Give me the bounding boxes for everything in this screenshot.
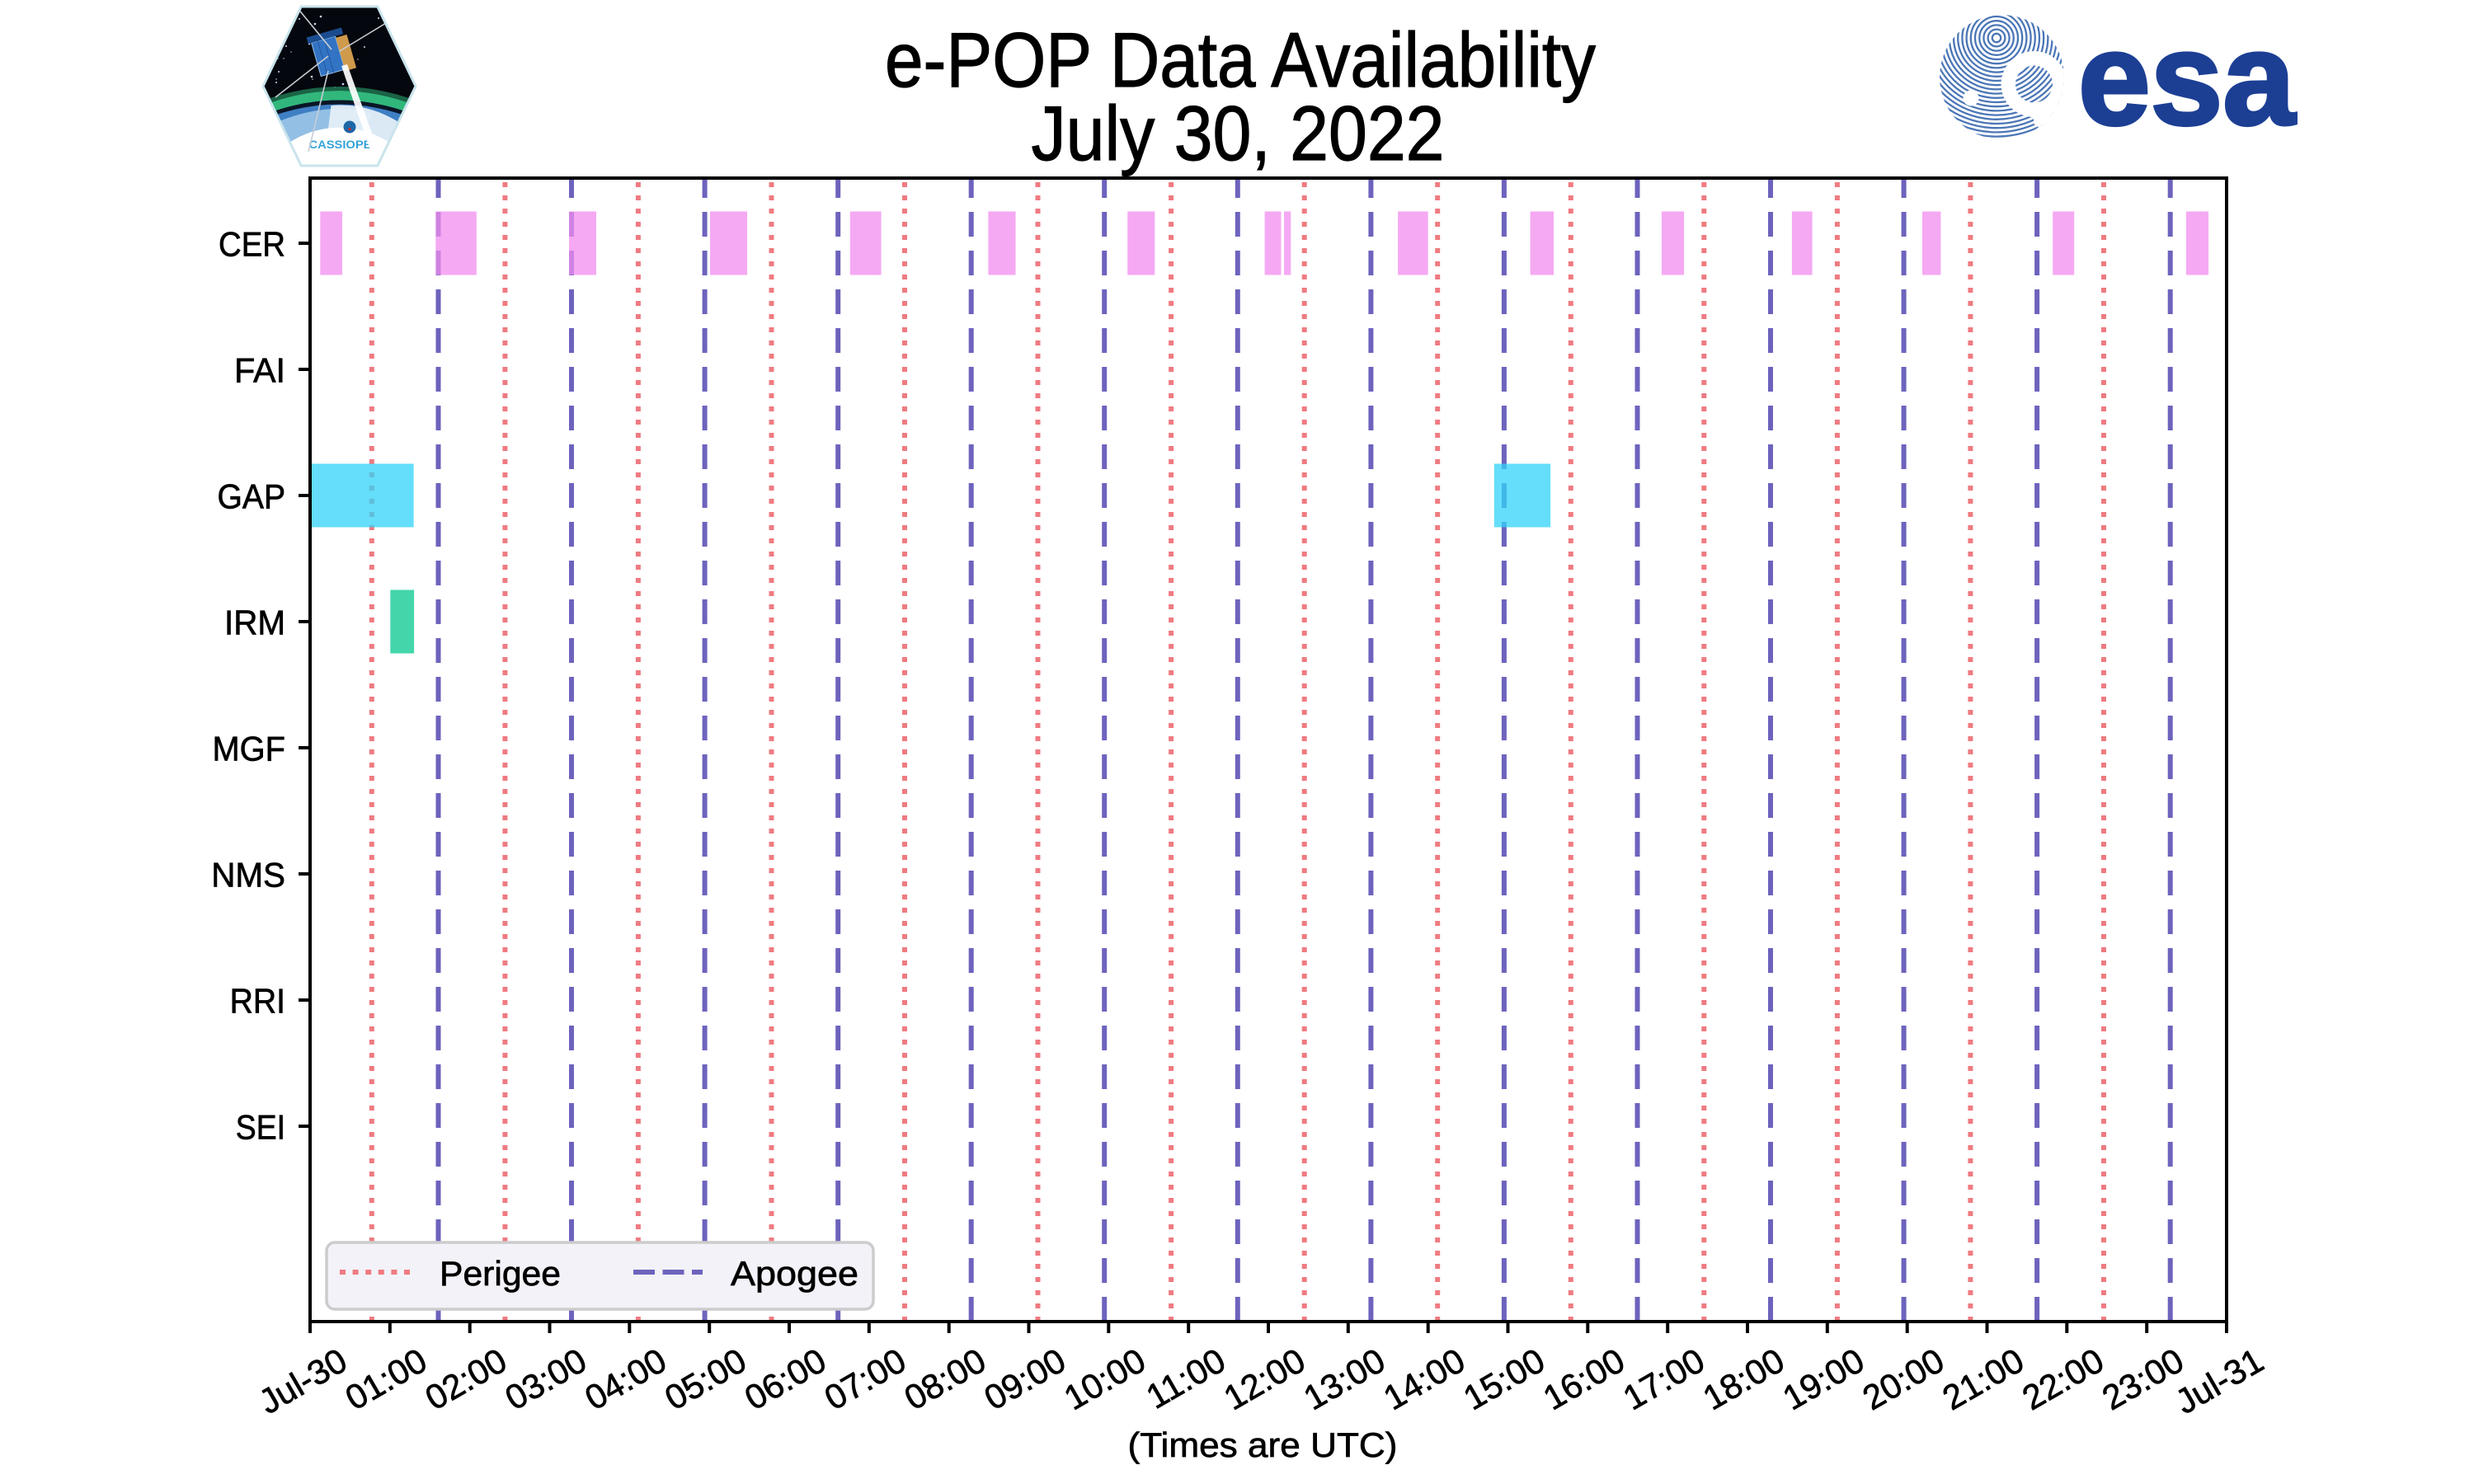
svg-text:Perigee: Perigee: [440, 1254, 561, 1293]
svg-text:IRM: IRM: [224, 603, 285, 641]
svg-text:MGF: MGF: [213, 729, 286, 768]
svg-text:RRI: RRI: [230, 981, 285, 1020]
svg-text:FAI: FAI: [234, 350, 285, 389]
svg-text:July 30, 2022: July 30, 2022: [1032, 90, 1445, 176]
svg-text:esa: esa: [2078, 5, 2296, 153]
svg-text:CER: CER: [219, 224, 285, 263]
svg-text:NMS: NMS: [211, 855, 285, 894]
svg-text:SEI: SEI: [236, 1107, 285, 1146]
svg-text:GAP: GAP: [218, 477, 286, 515]
svg-text:e-POP Data Availability: e-POP Data Availability: [885, 16, 1596, 103]
svg-text:CASSIOPE: CASSIOPE: [309, 139, 372, 151]
svg-text:(Times are UTC): (Times are UTC): [1128, 1425, 1398, 1464]
svg-text:Apogee: Apogee: [731, 1254, 858, 1293]
